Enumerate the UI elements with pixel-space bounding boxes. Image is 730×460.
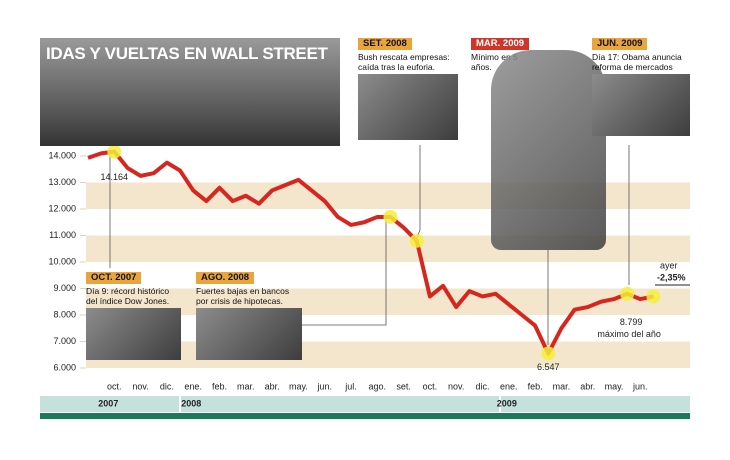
photo (196, 308, 302, 360)
annotation-date: MAR. 2009 (471, 38, 530, 50)
year-bar (40, 396, 690, 412)
value-label: 8.799 (620, 317, 643, 327)
x-tick-label: set. (396, 381, 411, 391)
annotation: AGO. 2008 Fuertes bajas en bancos por cr… (196, 272, 302, 360)
x-tick-label: feb. (212, 381, 227, 391)
annotation-date: AGO. 2008 (196, 272, 255, 284)
x-tick-label: dic. (160, 381, 174, 391)
annotation-note: ayer (660, 260, 678, 270)
x-tick-label: mar. (553, 381, 571, 391)
x-tick-label: oct. (107, 381, 122, 391)
connector (300, 218, 387, 326)
annotation: OCT. 2007 Día 9: récord histórico del ín… (86, 272, 181, 360)
x-tick-label: abr. (580, 381, 595, 391)
annotation-note: -2,35% (657, 272, 686, 282)
annotation-date: SET. 2008 (358, 38, 412, 50)
annotation: SET. 2008 Bush rescata empresas: caída t… (358, 38, 458, 140)
title-photo: IDAS Y VUELTAS EN WALL STREET (40, 38, 340, 146)
value-label: 6.547 (537, 362, 560, 372)
y-tick-label: 6.000 (53, 362, 76, 372)
x-tick-label: nov. (448, 381, 464, 391)
annotation-date: OCT. 2007 (86, 272, 142, 284)
chart-title: IDAS Y VUELTAS EN WALL STREET (46, 44, 328, 63)
y-tick-label: 13.000 (48, 177, 76, 187)
point-marker (107, 144, 122, 159)
value-label: 14.164 (101, 172, 129, 182)
year-label: 2007 (98, 398, 118, 408)
annotation-note: máximo del año (597, 329, 661, 339)
photo (491, 50, 606, 250)
line (87, 149, 654, 356)
y-tick-label: 9.000 (53, 283, 76, 293)
point-marker (383, 209, 398, 224)
x-tick-label: may. (289, 381, 308, 391)
y-tick-label: 8.000 (53, 309, 76, 319)
x-tick-label: ene. (500, 381, 518, 391)
x-tick-label: may. (605, 381, 624, 391)
annotation-text: Día 9: récord histórico del índice Dow J… (86, 286, 170, 306)
point-marker (646, 289, 661, 304)
photo (358, 74, 458, 140)
x-tick-label: ene. (184, 381, 202, 391)
year-label: 2009 (497, 398, 517, 408)
bottom-rule (40, 413, 690, 419)
y-tick-label: 14.000 (48, 150, 76, 160)
point-marker (409, 233, 424, 248)
band (86, 288, 690, 315)
x-tick-label: mar. (237, 381, 255, 391)
year-label: 2008 (181, 398, 201, 408)
annotation: JUN. 2009 Día 17: Obama anuncia reforma … (592, 38, 690, 136)
annotation-text: Mínimo en 5 años. (471, 52, 518, 72)
photo (592, 74, 690, 136)
x-tick-label: jun. (632, 381, 648, 391)
y-tick-label: 7.000 (53, 336, 76, 346)
y-tick-label: 10.000 (48, 256, 76, 266)
photo (86, 308, 181, 360)
x-tick-label: nov. (132, 381, 148, 391)
annotation-text: Día 17: Obama anuncia reforma de mercado… (592, 52, 682, 72)
x-tick-label: jul. (344, 381, 357, 391)
annotation-date: JUN. 2009 (592, 38, 648, 50)
annotation-text: Fuertes bajas en bancos por crisis de hi… (196, 286, 290, 306)
x-tick-label: ago. (369, 381, 387, 391)
x-tick-label: feb. (528, 381, 543, 391)
x-tick-label: oct. (423, 381, 438, 391)
y-tick-label: 11.000 (49, 230, 76, 240)
point-marker (620, 286, 635, 301)
band (86, 341, 690, 368)
x-tick-label: abr. (265, 381, 280, 391)
annotation-text: Bush rescata empresas: caída tras la euf… (358, 52, 450, 72)
annotation: MAR. 2009 Mínimo en 5 años. (471, 38, 606, 250)
x-tick-label: jun. (316, 381, 332, 391)
x-tick-label: dic. (475, 381, 489, 391)
y-tick-label: 12.000 (48, 203, 76, 213)
point-marker (541, 346, 556, 361)
